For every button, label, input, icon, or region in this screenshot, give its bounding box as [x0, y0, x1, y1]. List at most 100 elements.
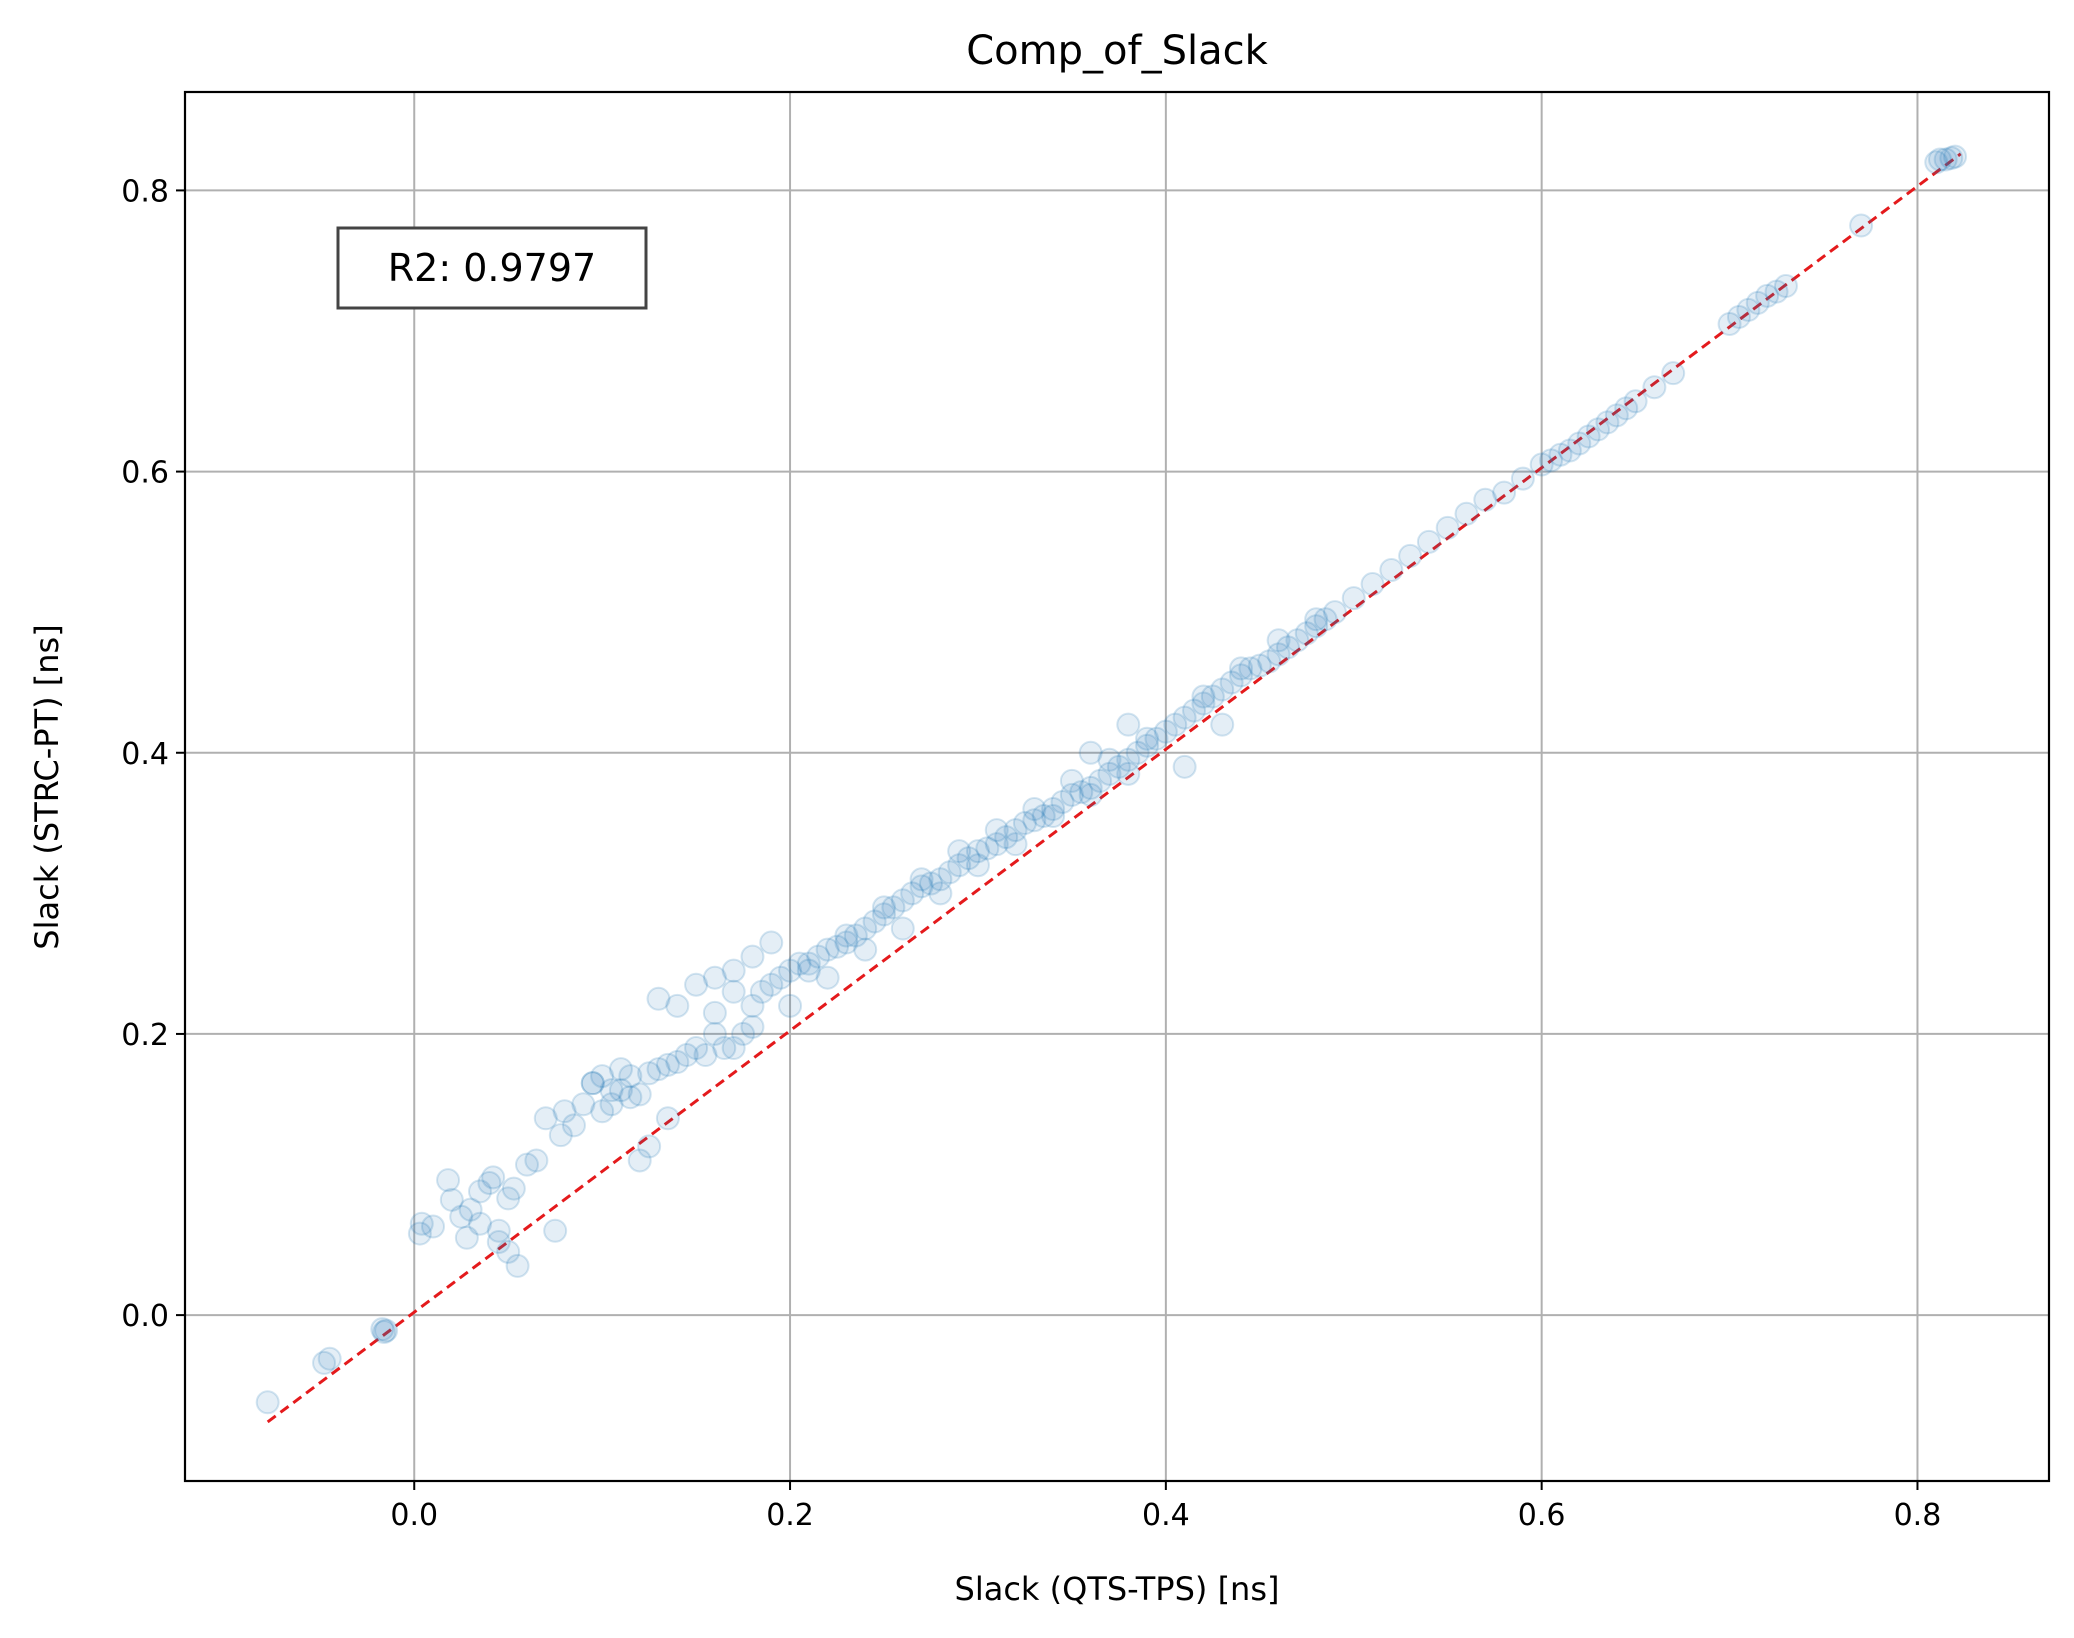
data-point-7 — [409, 1211, 434, 1236]
data-point-115 — [1304, 614, 1329, 639]
data-point-1 — [312, 1350, 337, 1375]
data-point-61 — [796, 958, 821, 983]
data-points — [255, 144, 1968, 1415]
data-point-8 — [421, 1214, 446, 1239]
data-point-22 — [524, 1148, 549, 1173]
data-point-56 — [749, 979, 774, 1004]
data-point-35 — [637, 1061, 662, 1086]
data-point-16 — [481, 1165, 506, 1190]
data-point-71 — [890, 888, 915, 913]
data-point-13 — [458, 1197, 483, 1222]
data-point-143 — [1736, 297, 1761, 322]
data-point-165 — [834, 923, 859, 948]
data-point-129 — [1539, 448, 1564, 473]
data-point-192 — [496, 1239, 521, 1264]
data-point-93 — [1097, 761, 1122, 786]
data-point-130 — [1548, 442, 1573, 467]
data-point-132 — [1567, 431, 1592, 456]
data-point-17 — [486, 1230, 511, 1255]
r2-annotation-box — [336, 226, 648, 310]
data-point-83 — [1003, 818, 1028, 843]
data-point-164 — [796, 951, 821, 976]
data-point-84 — [1012, 811, 1037, 836]
data-point-145 — [1755, 283, 1780, 308]
data-point-133 — [1576, 424, 1601, 449]
data-point-188 — [599, 1092, 624, 1117]
data-point-174 — [1191, 684, 1216, 709]
data-point-58 — [768, 965, 793, 990]
data-point-106 — [1219, 670, 1244, 695]
y-tick-label-2: 0.4 — [121, 737, 169, 772]
data-point-64 — [825, 934, 850, 959]
data-point-135 — [1595, 410, 1620, 435]
y-tick-label-0: 0.0 — [121, 1299, 169, 1334]
data-point-121 — [1398, 543, 1423, 568]
data-point-26 — [552, 1099, 577, 1124]
data-point-147 — [1773, 274, 1798, 299]
data-point-59 — [778, 958, 803, 983]
y-tick-label-3: 0.6 — [121, 456, 169, 491]
data-point-31 — [599, 1078, 624, 1103]
data-point-167 — [909, 867, 934, 892]
data-point-80 — [975, 836, 1000, 861]
data-point-24 — [543, 1218, 568, 1243]
data-point-153 — [1943, 144, 1968, 169]
data-point-32 — [608, 1078, 633, 1103]
data-point-50 — [702, 965, 727, 990]
data-point-0 — [255, 1390, 280, 1415]
data-point-182 — [702, 1000, 727, 1025]
data-point-117 — [1322, 600, 1347, 625]
data-point-184 — [740, 944, 765, 969]
x-tick-label-3: 0.6 — [1518, 1498, 1566, 1533]
data-point-82 — [994, 825, 1019, 850]
data-point-52 — [627, 1148, 652, 1173]
data-point-12 — [454, 1225, 479, 1250]
data-point-105 — [1210, 677, 1235, 702]
data-point-89 — [1059, 782, 1084, 807]
data-point-161 — [1041, 804, 1066, 829]
y-axis-ticks: 0.0 0.2 0.4 0.6 0.8 — [121, 174, 185, 1334]
grid-lines — [185, 92, 2049, 1481]
data-point-76 — [937, 860, 962, 885]
data-point-63 — [815, 937, 840, 962]
data-point-124 — [1454, 501, 1479, 526]
data-point-157 — [890, 916, 915, 941]
data-point-138 — [1623, 389, 1648, 414]
data-point-139 — [1642, 375, 1667, 400]
data-point-45 — [731, 1021, 756, 1046]
data-point-90 — [1069, 780, 1094, 805]
data-point-70 — [881, 895, 906, 920]
data-point-14 — [468, 1179, 493, 1204]
data-point-187 — [590, 1064, 615, 1089]
data-point-126 — [1492, 480, 1517, 505]
data-point-162 — [1078, 782, 1103, 807]
data-point-34 — [627, 1082, 652, 1107]
data-point-15 — [477, 1170, 502, 1195]
data-point-118 — [1341, 586, 1366, 611]
data-point-55 — [740, 993, 765, 1018]
data-point-163 — [1116, 761, 1141, 786]
data-point-103 — [1191, 691, 1216, 716]
data-point-134 — [1586, 417, 1611, 442]
data-point-141 — [1717, 311, 1742, 336]
data-point-99 — [1153, 719, 1178, 744]
data-point-4 — [372, 1319, 397, 1344]
data-point-85 — [1022, 808, 1047, 833]
data-point-108 — [1238, 656, 1263, 681]
x-tick-label-2: 0.4 — [1142, 1498, 1190, 1533]
data-point-6 — [407, 1221, 432, 1246]
data-point-137 — [1614, 396, 1639, 421]
data-point-180 — [1172, 754, 1197, 779]
plot-frame — [183, 90, 2051, 1483]
data-point-179 — [1116, 712, 1141, 737]
data-point-43 — [712, 1035, 737, 1060]
data-point-48 — [665, 993, 690, 1018]
data-point-60 — [787, 951, 812, 976]
data-point-21 — [514, 1152, 539, 1177]
x-axis-ticks: 0.0 0.2 0.4 0.6 0.8 — [390, 1481, 1941, 1533]
data-point-152 — [1939, 146, 1964, 171]
data-point-146 — [1764, 279, 1789, 304]
r2-annotation: R2: 0.9797 — [336, 226, 648, 310]
data-point-62 — [806, 944, 831, 969]
data-point-127 — [1510, 466, 1535, 491]
